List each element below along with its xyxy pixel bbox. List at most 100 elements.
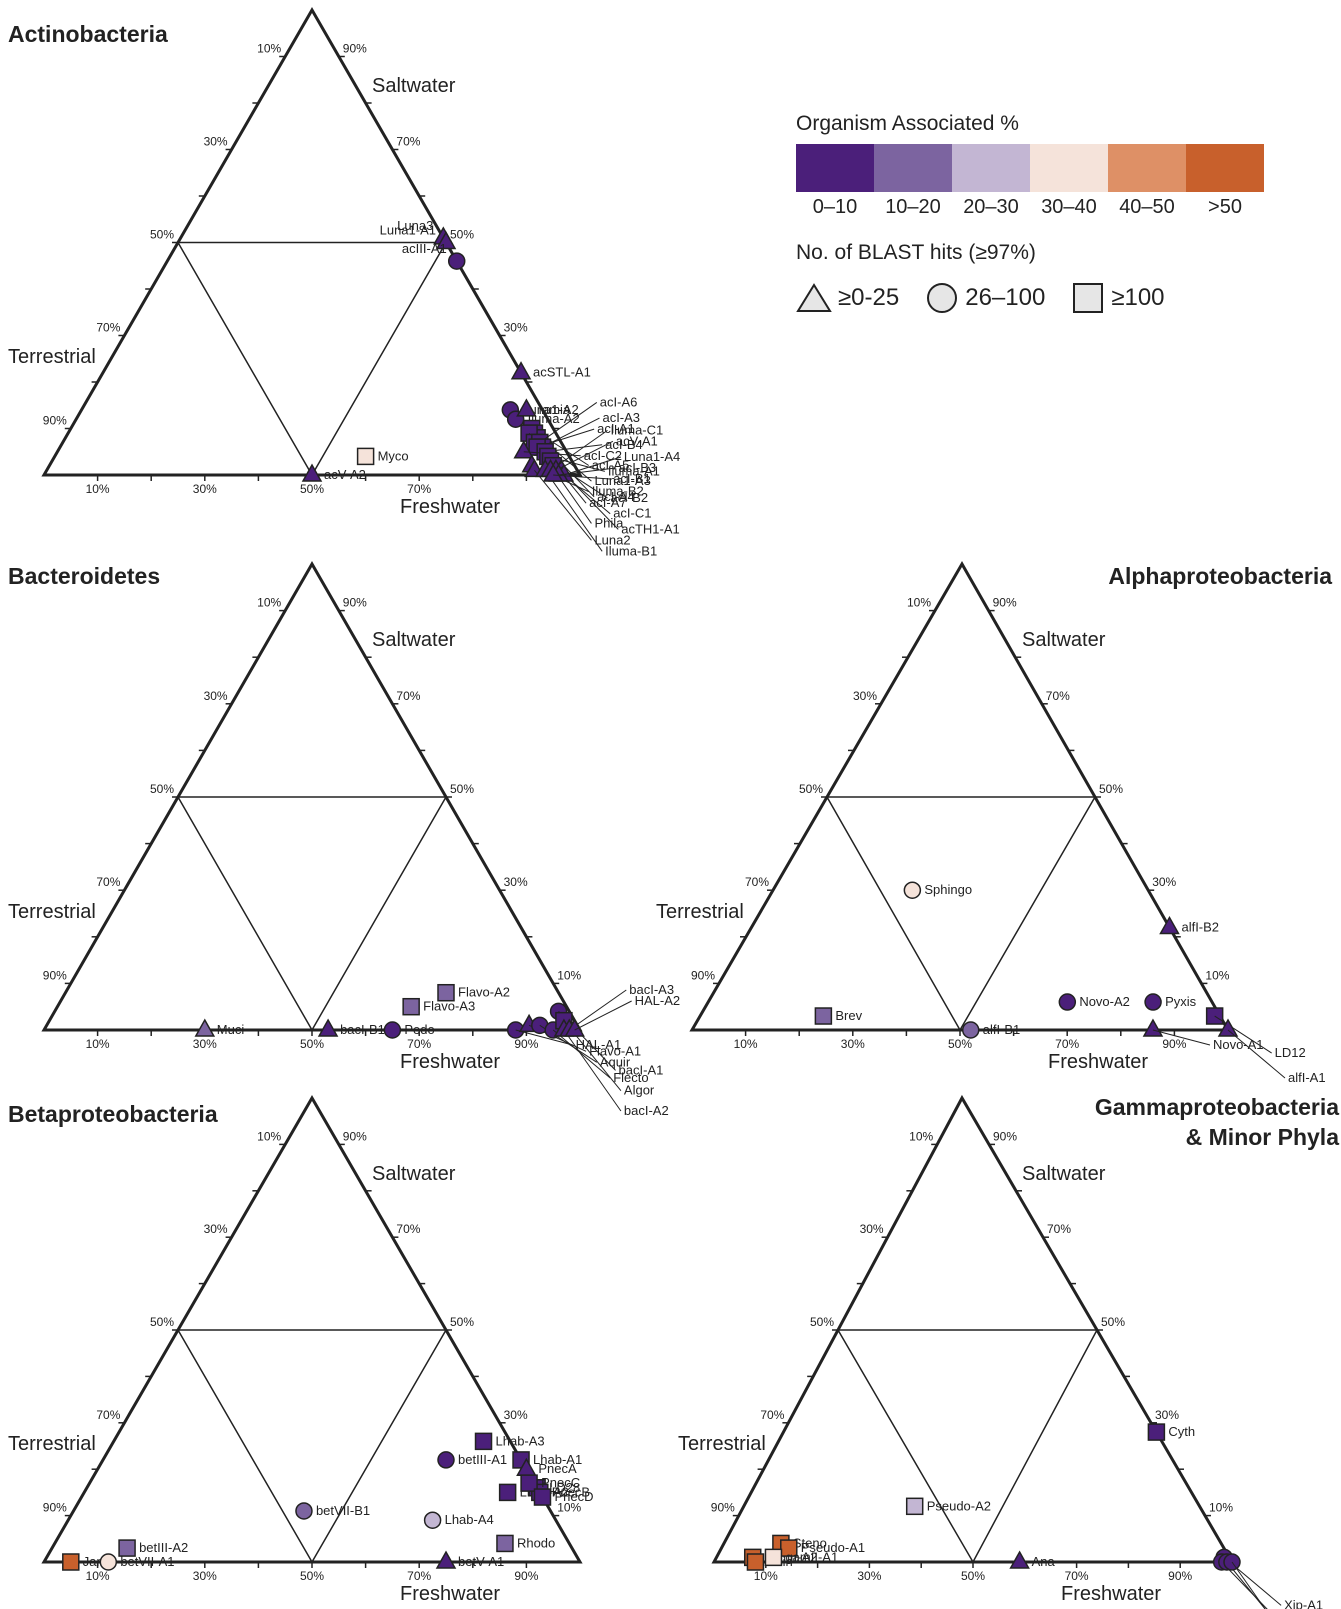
tick-label: 90% bbox=[43, 1501, 67, 1515]
vertex-label: Terrestrial bbox=[8, 346, 96, 368]
tick-label: 30% bbox=[857, 1569, 881, 1583]
leader-line bbox=[1221, 1561, 1268, 1609]
tick-label: 70% bbox=[96, 875, 120, 889]
data-point bbox=[383, 1021, 402, 1039]
color-bin-label: 30–40 bbox=[1041, 196, 1097, 218]
point-label: Iluma-A1 bbox=[608, 463, 660, 478]
tick-label: 50% bbox=[150, 228, 174, 242]
leader-line bbox=[1231, 1561, 1266, 1609]
tick-label: 10% bbox=[86, 1037, 110, 1051]
tick-label: 30% bbox=[204, 689, 228, 703]
leader-line bbox=[563, 1029, 622, 1112]
tick-label: 70% bbox=[760, 1408, 784, 1422]
leader-line bbox=[552, 1029, 611, 1079]
point-label: Pseudo-A2 bbox=[927, 1498, 991, 1513]
tick-label: 90% bbox=[1162, 1037, 1186, 1051]
point-label: Phila bbox=[594, 515, 624, 530]
data-point bbox=[1147, 1423, 1166, 1441]
point-label: HAL-A2 bbox=[635, 993, 681, 1008]
tick-label: 50% bbox=[300, 1037, 324, 1051]
tick-label: 70% bbox=[407, 1037, 431, 1051]
tick-label: 10% bbox=[257, 1129, 281, 1143]
data-point bbox=[356, 447, 375, 466]
leader-line bbox=[550, 429, 608, 471]
data-point bbox=[746, 1553, 765, 1571]
chart-title: Actinobacteria bbox=[8, 21, 168, 47]
tick-label: 70% bbox=[396, 689, 420, 703]
point-label: alfI-A1 bbox=[1288, 1070, 1326, 1085]
data-point bbox=[961, 1021, 980, 1039]
leader-line bbox=[1226, 1561, 1266, 1609]
circle-icon bbox=[927, 283, 958, 313]
leader-line bbox=[515, 1029, 573, 1046]
point-label: acI-A5 bbox=[592, 458, 630, 473]
tick-label: 30% bbox=[504, 321, 528, 335]
medial-triangle bbox=[176, 796, 448, 1032]
data-point bbox=[301, 463, 323, 482]
data-point bbox=[194, 1018, 216, 1037]
tick-label: 30% bbox=[193, 1037, 217, 1051]
point-label: Flavo-A1 bbox=[589, 1043, 641, 1058]
tick-label: 70% bbox=[96, 1408, 120, 1422]
color-swatch-1 bbox=[874, 144, 952, 192]
point-label: PnecA bbox=[538, 1461, 577, 1476]
data-point bbox=[1159, 915, 1180, 935]
leader-line bbox=[1227, 1029, 1286, 1079]
point-label: acI-A1 bbox=[597, 421, 635, 436]
vertex-label: Freshwater bbox=[1061, 1583, 1161, 1605]
data-point bbox=[496, 1534, 514, 1553]
medial-triangle bbox=[836, 1329, 1099, 1564]
tick-label: 10% bbox=[907, 596, 931, 610]
tick-label: 30% bbox=[860, 1222, 884, 1236]
tick-label: 50% bbox=[961, 1569, 985, 1583]
data-point bbox=[780, 1539, 798, 1557]
vertex-label: Terrestrial bbox=[656, 901, 744, 923]
color-swatch-4 bbox=[1108, 144, 1186, 192]
point-label: Ana bbox=[1032, 1554, 1056, 1569]
data-point bbox=[317, 1018, 339, 1037]
data-point bbox=[118, 1539, 136, 1557]
data-point bbox=[437, 1451, 455, 1469]
leader-line bbox=[574, 1000, 632, 1031]
point-label: PnecD bbox=[554, 1489, 593, 1504]
leader-line bbox=[539, 402, 598, 443]
point-label: acV-A1 bbox=[616, 433, 658, 448]
medial-triangle bbox=[176, 1329, 448, 1564]
tick-label: 50% bbox=[300, 1569, 324, 1583]
point-label: Luna1-A2 bbox=[522, 402, 578, 417]
point-label: acI-A6 bbox=[600, 394, 638, 409]
chart-title: Alphaproteobacteria bbox=[1108, 563, 1332, 589]
leader-line bbox=[558, 467, 616, 476]
point-label: Algor bbox=[624, 1083, 655, 1098]
vertex-label: Terrestrial bbox=[8, 901, 96, 923]
color-bin-label: 40–50 bbox=[1119, 196, 1175, 218]
shape-legend-title: No. of BLAST hits (≥97%) bbox=[796, 241, 1036, 264]
vertex-label: Saltwater bbox=[372, 629, 456, 651]
tick-label: 30% bbox=[1155, 1408, 1179, 1422]
color-scale-labels: 0–10 10–20 20–30 30–40 40–50 >50 bbox=[796, 196, 1266, 219]
point-label: Sphingo bbox=[924, 882, 972, 897]
tick-label: 50% bbox=[799, 782, 823, 796]
point-label: Iamia bbox=[538, 402, 571, 417]
point-label: bacI-A1 bbox=[619, 1062, 664, 1077]
leader-line bbox=[568, 989, 627, 1031]
point-label: LD28 bbox=[549, 1480, 580, 1495]
ternary-panel: 10% 30% 50% 70% 90% 90% 70% 50% 30% 10% 10% 30% 50% 7… bbox=[678, 1094, 1339, 1609]
point-label: Luna1-A1 bbox=[380, 223, 436, 238]
color-swatch-3 bbox=[1030, 144, 1108, 192]
tick-label: 10% bbox=[86, 1569, 110, 1583]
ternary-panel: 10% 30% 50% 70% 90% 90% 70% 50% 30% 10% 10% 30% 50% 7… bbox=[8, 560, 681, 1118]
chart-title: Gammaproteobacteria bbox=[1095, 1094, 1339, 1120]
point-label: Xip-A1 bbox=[1284, 1597, 1323, 1609]
tick-label: 50% bbox=[450, 782, 474, 796]
data-point bbox=[99, 1553, 118, 1571]
triangle-icon bbox=[796, 283, 832, 312]
point-label: acI-A4 bbox=[597, 489, 635, 504]
tick-label: 90% bbox=[1168, 1569, 1192, 1583]
point-label: acI-A7 bbox=[589, 495, 627, 510]
data-point bbox=[1142, 1018, 1164, 1037]
shape-legend-item: 26–100 bbox=[925, 281, 1045, 315]
tick-label: 10% bbox=[1209, 1501, 1233, 1515]
vertex-label: Saltwater bbox=[1022, 629, 1106, 651]
